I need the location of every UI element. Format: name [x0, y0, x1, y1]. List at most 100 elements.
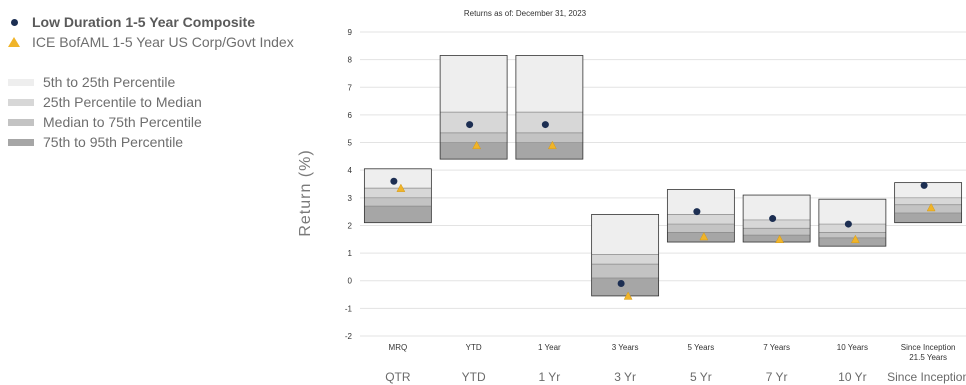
legend-label-band-3: Median to 75th Percentile [43, 114, 202, 130]
band-swatch-3 [8, 118, 34, 126]
x-category-label: 7 Years [763, 343, 790, 352]
x-category-label: 3 Years [612, 343, 639, 352]
x-category-label: Since Inception [901, 343, 956, 352]
composite-marker [466, 121, 474, 129]
index-marker [850, 234, 860, 244]
percentile-band-1 [364, 168, 432, 189]
index-marker [472, 140, 482, 150]
percentile-band-3 [440, 132, 508, 143]
percentile-band-3 [364, 197, 432, 207]
legend-item-band-2: 25th Percentile to Median [6, 92, 336, 112]
percentile-band-2 [667, 214, 735, 225]
y-tick-label: -1 [345, 304, 353, 313]
x-category-label: 10 Years [837, 343, 868, 352]
period-label: QTR [385, 370, 411, 384]
percentile-band-3 [818, 232, 886, 238]
triangle-marker-icon [6, 37, 22, 47]
percentile-band-2 [591, 254, 659, 265]
percentile-band-2 [515, 112, 583, 133]
chart-title: Returns as of: December 31, 2023 [464, 9, 587, 18]
percentile-band-3 [667, 224, 735, 233]
percentile-band-2 [364, 188, 432, 198]
percentile-band-1 [818, 199, 886, 225]
legend-item-index: ICE BofAML 1-5 Year US Corp/Govt Index [6, 32, 336, 52]
band-swatch-4 [8, 138, 34, 146]
period-label-row: QTR YTD 1 Yr 3 Yr 5 Yr 7 Yr 10 Yr Since Incepti… [0, 370, 966, 385]
y-tick-label: 1 [348, 249, 353, 258]
percentile-box [515, 55, 584, 160]
legend-item-composite: Low Duration 1-5 Year Composite [6, 12, 336, 32]
percentile-band-1 [743, 195, 811, 220]
percentile-band-3 [515, 132, 583, 143]
percentile-band-2 [894, 197, 962, 205]
percentile-box [439, 55, 508, 160]
y-tick-label: 3 [348, 194, 353, 203]
percentile-band-4 [364, 206, 432, 223]
percentile-band-1 [894, 182, 962, 198]
percentile-band-3 [591, 264, 659, 278]
percentile-band-2 [818, 224, 886, 233]
legend-item-band-1: 5th to 25th Percentile [6, 72, 336, 92]
index-marker [926, 202, 936, 212]
y-tick-label: 5 [348, 139, 353, 148]
percentile-band-4 [894, 213, 962, 223]
legend-item-band-4: 75th to 95th Percentile [6, 132, 336, 152]
percentile-box [666, 189, 735, 243]
x-category-label: MRQ [389, 343, 408, 352]
y-tick-label: 0 [348, 277, 353, 286]
y-tick-label: 6 [348, 111, 353, 120]
percentile-band-4 [515, 142, 583, 160]
period-label: 3 Yr [614, 370, 637, 384]
y-tick-label: 7 [348, 83, 353, 92]
composite-marker [920, 181, 928, 189]
percentile-box [818, 198, 887, 247]
legend-label-band-1: 5th to 25th Percentile [43, 74, 176, 90]
x-category-label: 1 Year [538, 343, 561, 352]
legend-label-band-2: 25th Percentile to Median [43, 94, 202, 110]
period-label: YTD [461, 370, 486, 384]
percentile-box [591, 213, 660, 297]
composite-marker [844, 220, 852, 228]
percentile-box [894, 182, 963, 224]
x-category-label: 21.5 Years [909, 353, 947, 362]
period-label: 10 Yr [838, 370, 867, 384]
composite-marker [617, 279, 625, 287]
index-marker [699, 231, 709, 241]
y-tick-label: 2 [348, 221, 353, 230]
band-swatch-2 [8, 98, 34, 106]
percentile-band-4 [667, 232, 735, 243]
index-marker [547, 140, 557, 150]
percentile-band-1 [667, 189, 735, 215]
composite-marker [390, 177, 398, 185]
composite-marker [541, 121, 549, 129]
percentile-band-1 [440, 55, 508, 113]
period-label: 7 Yr [765, 370, 788, 384]
legend-item-band-3: Median to 75th Percentile [6, 112, 336, 132]
legend-label-composite: Low Duration 1-5 Year Composite [32, 14, 256, 30]
band-swatch-1 [8, 78, 34, 86]
index-marker [775, 234, 785, 244]
composite-marker [769, 215, 777, 223]
x-category-label: 5 Years [688, 343, 715, 352]
percentile-band-1 [591, 214, 659, 255]
y-tick-label: 9 [348, 28, 353, 37]
percentile-band-4 [591, 277, 659, 296]
period-label: Since Inception [887, 370, 966, 384]
legend-label-index: ICE BofAML 1-5 Year US Corp/Govt Index [32, 34, 294, 50]
percentile-band-1 [515, 55, 583, 113]
percentile-band-4 [743, 235, 811, 243]
legend-label-band-4: 75th to 95th Percentile [43, 134, 184, 150]
percentile-band-2 [440, 112, 508, 133]
percentile-band-3 [743, 228, 811, 236]
circle-marker-icon [6, 18, 22, 26]
index-marker [396, 183, 406, 192]
percentile-band-4 [440, 142, 508, 160]
composite-marker [693, 208, 701, 216]
index-marker [623, 291, 633, 300]
y-tick-label: 4 [348, 166, 353, 175]
percentile-band-2 [743, 219, 811, 229]
y-tick-label: -2 [345, 332, 353, 341]
period-label: 5 Yr [689, 370, 712, 384]
chart-legend: Low Duration 1-5 Year Composite ICE BofA… [6, 12, 336, 152]
